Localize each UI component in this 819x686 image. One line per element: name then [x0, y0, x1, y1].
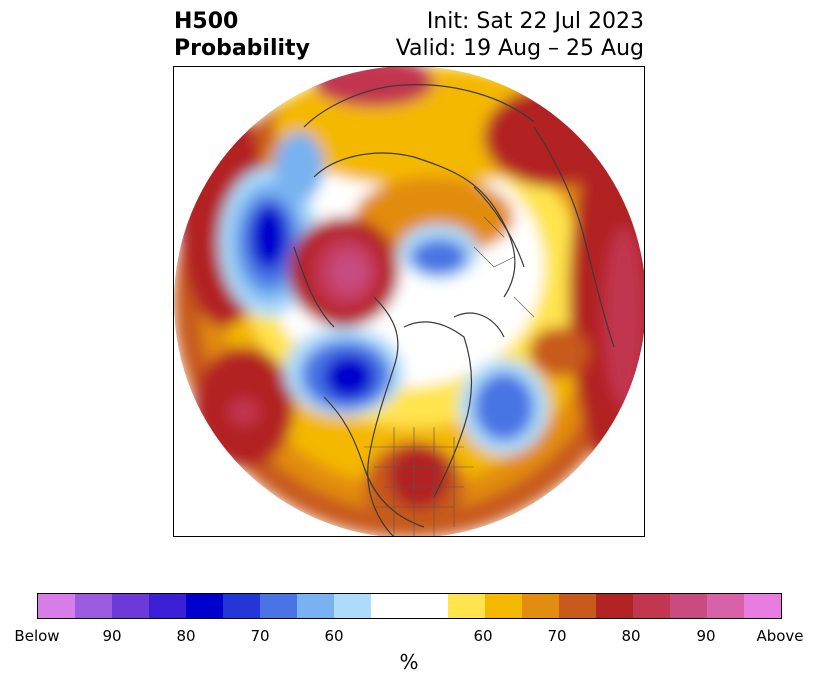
valid-date: Valid: 19 Aug – 25 Aug — [395, 36, 644, 61]
subtitle-label: Probability — [174, 36, 310, 61]
colorbar-segment — [371, 594, 448, 618]
colorbar-segment — [112, 594, 149, 618]
colorbar-tick-label: Above — [756, 627, 804, 645]
variable-label: H500 — [174, 9, 239, 34]
colorbar-tick-label: 90 — [696, 627, 716, 645]
colorbar-tick-label: 90 — [102, 627, 122, 645]
colorbar-segment — [186, 594, 223, 618]
colorbar-tick-label: 60 — [324, 627, 344, 645]
colorbar-tick-label: 80 — [621, 627, 641, 645]
init-date: Init: Sat 22 Jul 2023 — [426, 9, 644, 34]
colorbar-tick-label: 80 — [176, 627, 196, 645]
globe-disk — [174, 67, 644, 536]
colorbar-segment — [448, 594, 485, 618]
colorbar — [37, 593, 782, 619]
colorbar-tick-label: Below — [14, 627, 60, 645]
colorbar-segment — [559, 594, 596, 618]
map-dates: Init: Sat 22 Jul 2023 Valid: 19 Aug – 25… — [396, 8, 644, 62]
colorbar-tick-label: 70 — [250, 627, 270, 645]
colorbar-segment — [744, 594, 781, 618]
coastlines — [293, 84, 615, 536]
colorbar-segment — [485, 594, 522, 618]
colorbar-label: % — [399, 650, 419, 674]
colorbar-tick-label: 70 — [547, 627, 567, 645]
map-title: H500 Probability — [174, 8, 310, 62]
colorbar-segment — [260, 594, 297, 618]
colorbar-segment — [670, 594, 707, 618]
colorbar-segment — [707, 594, 744, 618]
borders — [364, 216, 535, 536]
colorbar-segment — [522, 594, 559, 618]
colorbar-segment — [633, 594, 670, 618]
colorbar-tick-label: 60 — [473, 627, 493, 645]
colorbar-segment — [149, 594, 186, 618]
colorbar-segment — [223, 594, 260, 618]
colorbar-segment — [297, 594, 334, 618]
colorbar-segment — [75, 594, 112, 618]
probability-map — [174, 67, 644, 536]
colorbar-segment — [334, 594, 371, 618]
colorbar-segment — [38, 594, 75, 618]
colorbar-segment — [596, 594, 633, 618]
map-frame — [173, 66, 645, 537]
